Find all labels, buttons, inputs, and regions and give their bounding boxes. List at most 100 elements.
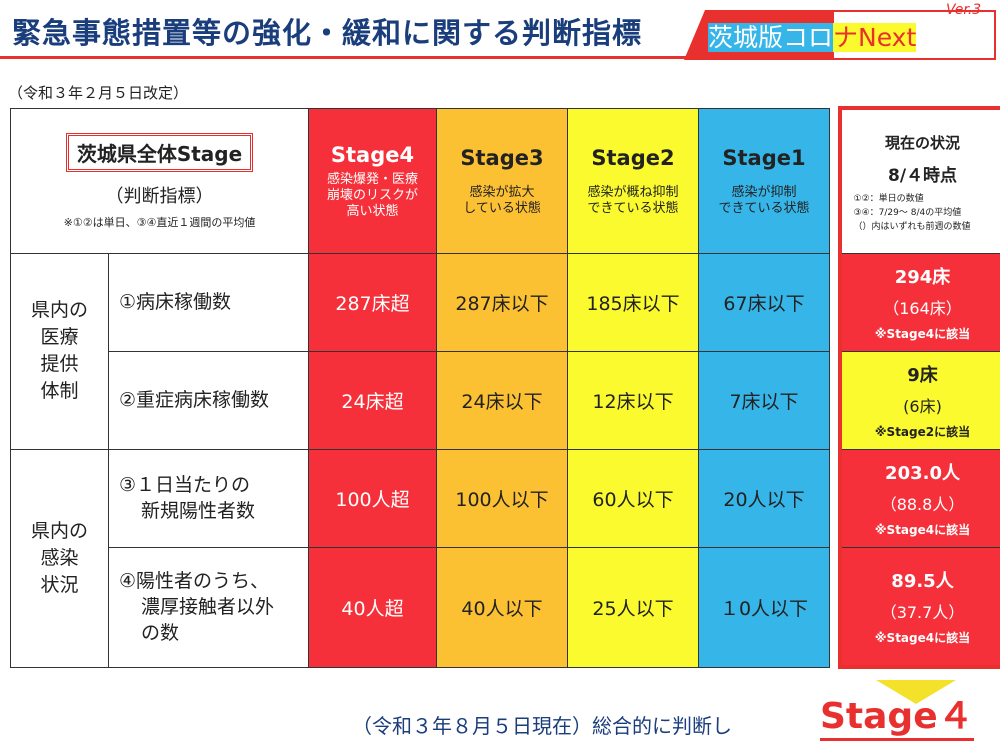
- category-line: 県内の: [30, 519, 88, 542]
- category-line: 体制: [40, 380, 79, 402]
- stage2-desc-line2: できている状態: [587, 200, 679, 216]
- table-header-row: 茨城県全体Stage （判断指標） ※①②は単日、③④直近１週間の平均値 Sta…: [9, 106, 1000, 254]
- current-note-3: （）内はいずれも前週の数値: [853, 222, 971, 233]
- stage1-desc-line2: できている状態: [718, 200, 810, 216]
- stage4-name: Stage4: [330, 142, 415, 167]
- stage4-threshold: 40人超: [308, 546, 438, 668]
- stage1-desc: 感染が抑制 できている状態: [699, 185, 829, 217]
- column-gap: [829, 351, 840, 449]
- brand-name-part1: 茨城版コロ: [708, 23, 834, 52]
- previous-week-value: (6床): [903, 396, 942, 416]
- stage3-desc-line2: している状態: [463, 200, 541, 216]
- stage4-threshold: 287床超: [308, 252, 438, 352]
- stage1-name: Stage1: [722, 145, 806, 170]
- table-corner-cell: 茨城県全体Stage （判断指標） ※①②は単日、③④直近１週間の平均値: [9, 107, 310, 254]
- brand-white-panel: [834, 10, 996, 60]
- indicator-daily-new-cases: ③１日当たりの 新規陽性者数: [107, 448, 310, 548]
- current-value-cell: 294床 （164床） ※Stage4に該当: [837, 252, 1000, 352]
- threshold-value: 185床以下: [586, 292, 680, 315]
- threshold-value: 287床以下: [455, 292, 549, 315]
- indicator-subtitle: （判断指標）: [105, 186, 214, 207]
- stage1-threshold: 67床以下: [698, 252, 831, 352]
- column-gap: [829, 449, 840, 547]
- prefecture-stage-label: 茨城県全体Stage: [65, 133, 254, 172]
- threshold-value: 20人以下: [723, 488, 805, 511]
- stage4-desc-line3: 高い状態: [346, 203, 399, 219]
- stage4-desc: 感染爆発・医療 崩壊のリスクが 高い状態: [309, 172, 436, 220]
- current-status-date: 8/４時点: [887, 166, 958, 187]
- stage1-threshold: 7床以下: [698, 350, 831, 450]
- stage3-desc: 感染が拡大 している状態: [437, 185, 567, 217]
- indicator-line: ④陽性者のうち、: [119, 570, 270, 592]
- stage1-header: Stage1 感染が抑制 できている状態: [698, 107, 831, 254]
- stage-applicability-note: ※Stage4に該当: [874, 630, 971, 645]
- stage4-desc-line1: 感染爆発・医療: [327, 171, 419, 187]
- indicator-line: ③１日当たりの: [119, 474, 251, 496]
- threshold-value: 24床超: [341, 390, 404, 413]
- stage-indicator-table: 茨城県全体Stage （判断指標） ※①②は単日、③④直近１週間の平均値 Sta…: [9, 106, 1000, 669]
- stage-applicability-note: ※Stage4に該当: [874, 522, 971, 537]
- previous-week-value: （88.8人）: [880, 494, 965, 514]
- current-value: 9床: [907, 364, 938, 386]
- stage3-threshold: 40人以下: [436, 546, 569, 668]
- stage3-name: Stage3: [460, 145, 544, 170]
- current-value: 89.5人: [891, 570, 954, 592]
- header-divider: [0, 56, 710, 59]
- threshold-value: 100人以下: [455, 488, 549, 511]
- previous-week-value: （37.7人）: [880, 602, 965, 622]
- stage2-header: Stage2 感染が概ね抑制 できている状態: [567, 107, 700, 254]
- threshold-value: 24床以下: [461, 390, 543, 413]
- stage4-desc-line2: 崩壊のリスクが: [327, 187, 419, 203]
- revision-date: （令和３年２月５日改定）: [8, 84, 189, 102]
- indicator-line: 濃厚接触者以外: [141, 596, 275, 618]
- threshold-value: 12床以下: [592, 390, 674, 413]
- current-status-title: 現在の状況: [885, 134, 961, 153]
- table-row: ④陽性者のうち、 濃厚接触者以外 の数 40人超 40人以下 25人以下 １0人…: [11, 546, 1000, 669]
- current-note-2: ③④：7/29～ 8/4の平均値: [853, 208, 962, 219]
- threshold-value: １0人以下: [719, 597, 809, 620]
- indicator-note: ※①②は単日、③④直近１週間の平均値: [63, 216, 256, 229]
- page-title: 緊急事態措置等の強化・緩和に関する判断指標: [12, 16, 643, 50]
- stage4-header: Stage4 感染爆発・医療 崩壊のリスクが 高い状態: [308, 107, 438, 254]
- previous-week-value: （164床）: [883, 298, 962, 318]
- brand-name: 茨城版コロナNext: [708, 18, 917, 54]
- table-row: 県内の 医療 提供 体制 ①病床稼働数 287床超 287床以下 185床以下 …: [10, 252, 1000, 450]
- stage2-desc: 感染が概ね抑制 できている状態: [568, 185, 698, 217]
- stage1-desc-line1: 感染が抑制: [731, 184, 797, 200]
- indicator-line: の数: [141, 622, 180, 644]
- category-infection-status: 県内の 感染 状況: [10, 448, 109, 668]
- category-line: 提供: [40, 353, 79, 375]
- table-row: 県内の 感染 状況 ③１日当たりの 新規陽性者数 100人超 100人以下 60…: [10, 448, 1000, 668]
- category-line: 感染: [40, 546, 79, 569]
- brand-name-part2: ナNext: [833, 23, 917, 52]
- stage2-name: Stage2: [591, 145, 675, 170]
- brand-version: Ver.3: [946, 2, 982, 18]
- stage2-threshold: 12床以下: [567, 350, 700, 450]
- current-value-cell: 203.0人 （88.8人） ※Stage4に該当: [837, 448, 1000, 548]
- category-line: 医療: [40, 326, 79, 348]
- current-note-1: ①②：単日の数値: [853, 194, 924, 205]
- indicator-bed-occupancy: ①病床稼働数: [107, 252, 310, 352]
- stage4-threshold: 100人超: [308, 448, 438, 548]
- stage4-threshold: 24床超: [308, 350, 438, 450]
- threshold-value: 60人以下: [592, 488, 674, 511]
- overall-stage: Stage４: [820, 696, 974, 741]
- threshold-value: 40人超: [341, 597, 404, 620]
- current-status-header: 現在の状況 8/４時点 ①②：単日の数値 ③④：7/29～ 8/4の平均値 （）…: [837, 106, 1000, 254]
- indicator-non-contact-cases: ④陽性者のうち、 濃厚接触者以外 の数: [107, 546, 310, 668]
- current-value: 203.0人: [885, 462, 960, 484]
- stage-applicability-note: ※Stage4に該当: [874, 326, 971, 341]
- stage3-header: Stage3 感染が拡大 している状態: [436, 107, 569, 254]
- stage3-threshold: 287床以下: [436, 252, 569, 352]
- category-medical-system: 県内の 医療 提供 体制: [10, 252, 109, 450]
- overall-judgment-text: （令和３年８月５日現在）総合的に判断し: [352, 714, 732, 738]
- indicator-line: 新規陽性者数: [141, 500, 256, 522]
- category-line: 状況: [40, 573, 79, 596]
- stage1-threshold: １0人以下: [698, 546, 831, 668]
- threshold-value: 100人超: [335, 488, 410, 511]
- stage2-threshold: 185床以下: [567, 252, 700, 352]
- current-status-notes: ①②：単日の数値 ③④：7/29～ 8/4の平均値 （）内はいずれも前週の数値: [842, 192, 1000, 234]
- indicator-line: ②重症病床稼働数: [119, 389, 270, 411]
- column-gap: [829, 108, 840, 253]
- down-arrow-icon: [876, 680, 956, 704]
